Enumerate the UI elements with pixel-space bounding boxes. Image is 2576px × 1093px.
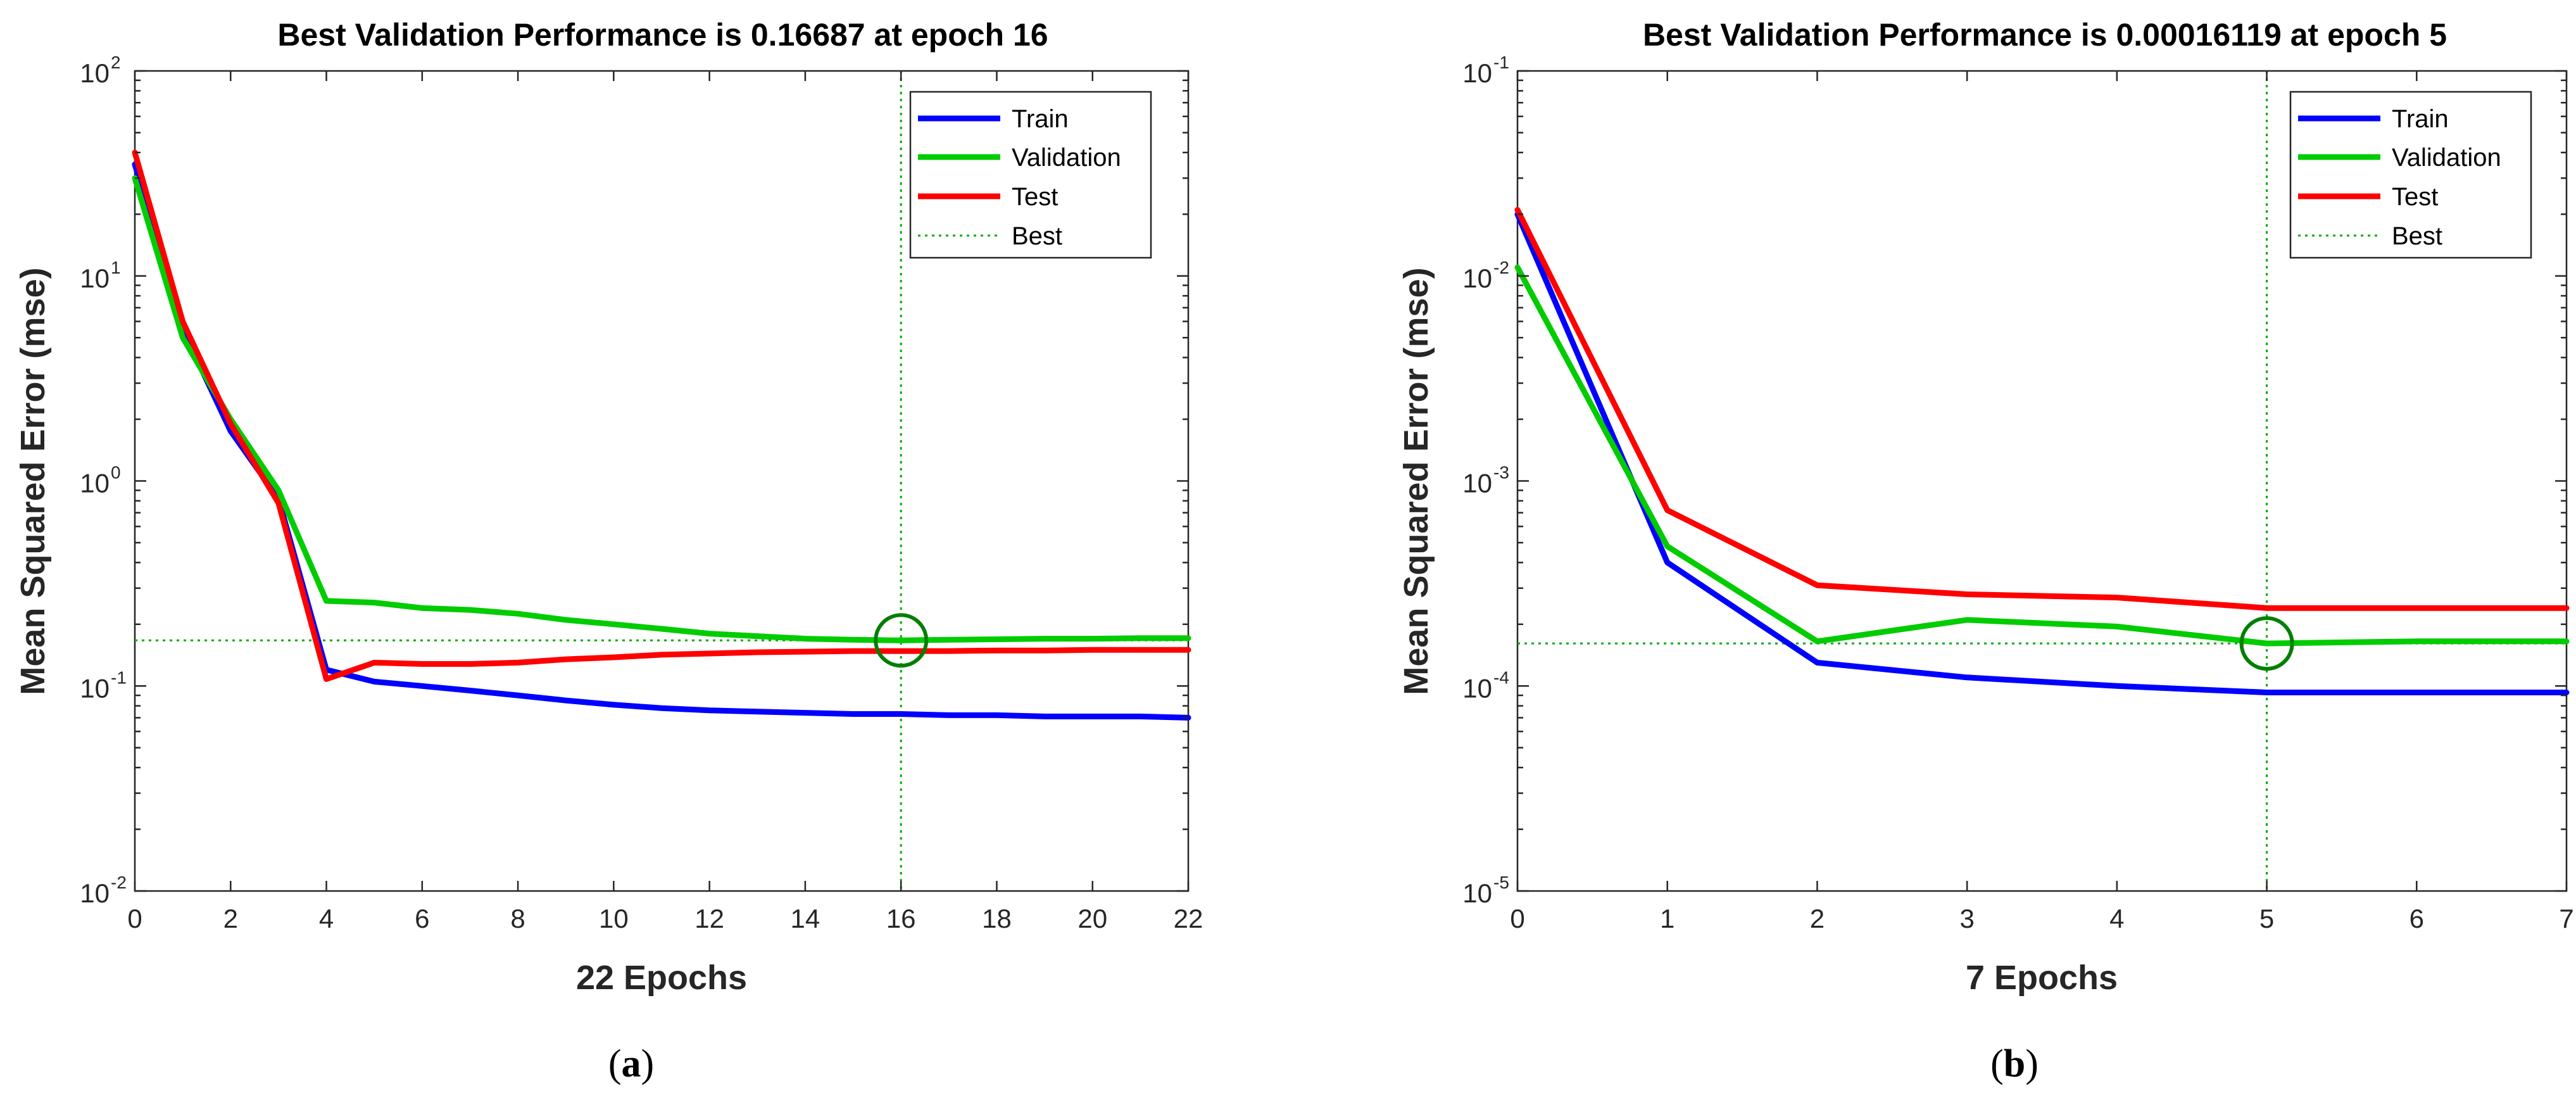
- chart-a-plot-area: [132, 70, 1191, 892]
- chart-b-y-tick-label: 10: [1462, 673, 1492, 703]
- chart-a-x-axis-label: 22 Epochs: [576, 959, 747, 997]
- chart-a-y-tick-label: 10: [80, 673, 110, 703]
- chart-a-x-ticks: 0 2 4 6 8 10 12 14 16 18 20 22: [127, 71, 1203, 933]
- chart-b-panel-label: (b): [1990, 1042, 2039, 1085]
- chart-a-x-tick-label: 16: [886, 904, 916, 933]
- chart-b-y-tick-exponent: -4: [1493, 667, 1509, 687]
- chart-a-y-tick-exponent: 1: [111, 258, 121, 277]
- chart-b-y-tick-exponent: -2: [1493, 258, 1509, 277]
- chart-a-x-tick-label: 12: [694, 904, 724, 933]
- chart-b-y-tick-label: 10: [1462, 878, 1492, 908]
- chart-b-series-test: [1514, 206, 2570, 611]
- chart-a-panel-letter: a: [622, 1042, 641, 1085]
- chart-b-best-marker: [2239, 616, 2294, 671]
- chart-b-y-tick-exponent: -1: [1493, 53, 1509, 72]
- chart-b-x-tick-label: 4: [2109, 904, 2124, 933]
- chart-a-best-marker: [874, 613, 929, 668]
- chart-b-x-ticks: 0 1 2 3 4 5 6 7: [1510, 71, 2574, 933]
- chart-a-x-tick-label: 14: [791, 904, 820, 933]
- chart-b-legend-best-label: Best: [2392, 222, 2442, 250]
- chart-b-title: Best Validation Performance is 0.0001611…: [1643, 17, 2447, 53]
- chart-b-y-tick-label: 10: [1462, 263, 1492, 293]
- chart-a-x-tick-label: 0: [127, 904, 142, 933]
- chart-b-x-tick-label: 5: [2259, 904, 2274, 933]
- chart-b-y-ticks: 10-510-410-310-210-1: [1462, 53, 2567, 908]
- chart-a-x-tick-label: 20: [1078, 904, 1107, 933]
- chart-b-panel-letter: b: [2004, 1042, 2025, 1085]
- chart-a-legend-validation-label: Validation: [1012, 144, 1121, 172]
- chart-b-y-tick-exponent: -5: [1493, 873, 1509, 892]
- chart-a-y-tick-exponent: -2: [111, 873, 127, 892]
- chart-b-series-group: [1514, 206, 2570, 695]
- chart-a-y-tick-label: 10: [80, 469, 110, 498]
- chart-b-y-tick-label: 10: [1462, 58, 1492, 88]
- chart-a-x-tick-label: 22: [1174, 904, 1203, 933]
- chart-a-x-tick-label: 18: [982, 904, 1012, 933]
- chart-b-x-tick-label: 1: [1660, 904, 1674, 933]
- chart-b-plot-area: [1514, 70, 2570, 892]
- chart-b-series-train: [1514, 211, 2570, 695]
- chart-a-series-validation: [132, 175, 1191, 643]
- chart-b-y-axis-label: Mean Squared Error (mse): [1397, 267, 1435, 695]
- chart-b: Best Validation Performance is 0.0001611…: [1397, 17, 2574, 1085]
- chart-b-legend: Train Validation Test Best: [2289, 91, 2532, 259]
- chart-b-legend-test-label: Test: [2392, 183, 2438, 211]
- chart-a-legend-best-label: Best: [1012, 222, 1062, 250]
- chart-a-series-group: [132, 149, 1191, 721]
- chart-b-legend-train-label: Train: [2392, 105, 2449, 133]
- chart-a-x-tick-label: 6: [415, 904, 429, 933]
- chart-b-x-axis-label: 7 Epochs: [1966, 959, 2118, 997]
- chart-a-title: Best Validation Performance is 0.16687 a…: [277, 17, 1048, 53]
- chart-a-series-test: [132, 149, 1191, 682]
- chart-b-y-tick-label: 10: [1462, 469, 1492, 498]
- chart-b-best-group: [1517, 71, 2567, 891]
- chart-b-x-tick-label: 3: [1959, 904, 1974, 933]
- chart-a-y-tick-label: 10: [80, 58, 110, 88]
- chart-b-legend-validation-label: Validation: [2392, 144, 2501, 172]
- chart-b-x-tick-label: 6: [2410, 904, 2424, 933]
- chart-a-y-tick-label: 10: [80, 878, 110, 908]
- chart-a-legend: Train Validation Test Best: [909, 91, 1152, 259]
- chart-a-panel-label: (a): [608, 1042, 654, 1085]
- chart-b-x-tick-label: 0: [1510, 904, 1524, 933]
- chart-a-y-tick-exponent: -1: [111, 667, 127, 687]
- chart-a-legend-train-label: Train: [1012, 105, 1069, 133]
- chart-b-y-tick-exponent: -3: [1493, 463, 1509, 483]
- chart-a-y-tick-label: 10: [80, 263, 110, 293]
- chart-b-x-tick-label: 7: [2559, 904, 2573, 933]
- chart-a: Best Validation Performance is 0.16687 a…: [14, 17, 1203, 1085]
- chart-a-x-tick-label: 8: [510, 904, 525, 933]
- chart-a-y-axis-label: Mean Squared Error (mse): [14, 267, 52, 695]
- chart-a-y-tick-exponent: 0: [111, 463, 121, 483]
- chart-b-series-validation: [1514, 264, 2570, 647]
- chart-a-legend-test-label: Test: [1012, 183, 1058, 211]
- chart-b-x-tick-label: 2: [1810, 904, 1825, 933]
- chart-a-y-tick-exponent: 2: [111, 53, 121, 72]
- chart-a-x-tick-label: 4: [319, 904, 334, 933]
- chart-a-x-tick-label: 2: [223, 904, 238, 933]
- chart-a-x-tick-label: 10: [599, 904, 629, 933]
